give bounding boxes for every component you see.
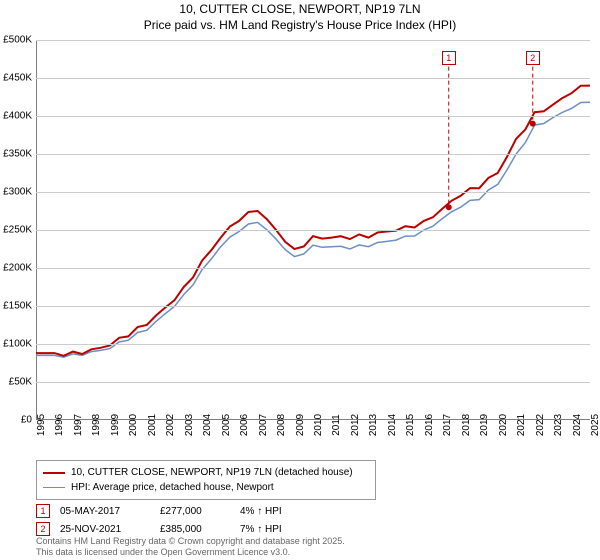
legend-box: 10, CUTTER CLOSE, NEWPORT, NP19 7LN (det…	[36, 460, 376, 500]
tx-price-2: £385,000	[160, 524, 230, 535]
x-tick-label: 2011	[331, 414, 342, 436]
y-tick-label: £350K	[0, 149, 32, 160]
chart-plot-area: £0£50K£100K£150K£200K£250K£300K£350K£400…	[36, 40, 590, 420]
tx-date-1: 05-MAY-2017	[60, 506, 150, 517]
x-tick-label: 2002	[165, 414, 176, 436]
x-tick-label: 2008	[276, 414, 287, 436]
legend-item-1: 10, CUTTER CLOSE, NEWPORT, NP19 7LN (det…	[43, 465, 369, 480]
marker-dot	[530, 121, 536, 127]
gridline	[36, 154, 590, 155]
marker-badge-2: 2	[36, 522, 50, 536]
x-tick-label: 2019	[479, 414, 490, 436]
gridline	[36, 116, 590, 117]
y-tick-label: £400K	[0, 111, 32, 122]
x-tick-label: 2025	[590, 414, 600, 436]
marker-label-2: 2	[526, 51, 540, 65]
x-tick-label: 2018	[461, 414, 472, 436]
x-tick-label: 2012	[350, 414, 361, 436]
transactions-table: 1 05-MAY-2017 £277,000 4% ↑ HPI 2 25-NOV…	[36, 502, 330, 538]
x-tick-label: 1996	[54, 414, 65, 436]
gridline	[36, 230, 590, 231]
y-tick-label: £150K	[0, 301, 32, 312]
footer-attribution: Contains HM Land Registry data © Crown c…	[36, 536, 345, 558]
x-tick-label: 2000	[128, 414, 139, 436]
legend-item-2: HPI: Average price, detached house, Newp…	[43, 480, 369, 495]
y-tick-label: £50K	[0, 377, 32, 388]
tx-pct-1: 4% ↑ HPI	[240, 506, 330, 517]
marker-dot	[446, 204, 452, 210]
x-tick-label: 1997	[73, 414, 84, 436]
x-tick-label: 2016	[424, 414, 435, 436]
y-tick-label: £500K	[0, 35, 32, 46]
title-line-2: Price paid vs. HM Land Registry's House …	[0, 18, 600, 34]
y-tick-label: £450K	[0, 73, 32, 84]
tx-date-2: 25-NOV-2021	[60, 524, 150, 535]
gridline	[36, 78, 590, 79]
x-tick-label: 1998	[91, 414, 102, 436]
x-tick-label: 2021	[516, 414, 527, 436]
x-tick-label: 2024	[572, 414, 583, 436]
footer-line-2: This data is licensed under the Open Gov…	[36, 547, 345, 558]
legend-label-2: HPI: Average price, detached house, Newp…	[71, 480, 274, 495]
marker-label-1: 1	[442, 51, 456, 65]
series-line-price_paid	[36, 86, 590, 356]
x-tick-label: 2004	[202, 414, 213, 436]
footer-line-1: Contains HM Land Registry data © Crown c…	[36, 536, 345, 547]
y-tick-label: £250K	[0, 225, 32, 236]
y-tick-label: £300K	[0, 187, 32, 198]
tx-price-1: £277,000	[160, 506, 230, 517]
gridline	[36, 382, 590, 383]
y-tick-label: £100K	[0, 339, 32, 350]
x-tick-label: 2009	[295, 414, 306, 436]
x-tick-label: 2023	[553, 414, 564, 436]
gridline	[36, 268, 590, 269]
x-tick-label: 2005	[221, 414, 232, 436]
table-row: 1 05-MAY-2017 £277,000 4% ↑ HPI	[36, 502, 330, 520]
x-tick-label: 2006	[239, 414, 250, 436]
table-row: 2 25-NOV-2021 £385,000 7% ↑ HPI	[36, 520, 330, 538]
legend-swatch-1	[43, 472, 65, 474]
y-tick-label: £200K	[0, 263, 32, 274]
x-tick-label: 2003	[184, 414, 195, 436]
x-tick-label: 2007	[258, 414, 269, 436]
legend-label-1: 10, CUTTER CLOSE, NEWPORT, NP19 7LN (det…	[71, 465, 353, 480]
x-tick-label: 1999	[110, 414, 121, 436]
gridline	[36, 344, 590, 345]
tx-pct-2: 7% ↑ HPI	[240, 524, 330, 535]
gridline	[36, 306, 590, 307]
x-tick-label: 2017	[442, 414, 453, 436]
x-tick-label: 2015	[405, 414, 416, 436]
x-tick-label: 2020	[498, 414, 509, 436]
gridline	[36, 40, 590, 41]
x-tick-label: 1995	[36, 414, 47, 436]
title-line-1: 10, CUTTER CLOSE, NEWPORT, NP19 7LN	[0, 2, 600, 18]
x-tick-label: 2010	[313, 414, 324, 436]
chart-title-block: 10, CUTTER CLOSE, NEWPORT, NP19 7LN Pric…	[0, 0, 600, 33]
gridline	[36, 192, 590, 193]
x-tick-label: 2013	[368, 414, 379, 436]
x-tick-label: 2014	[387, 414, 398, 436]
marker-badge-1: 1	[36, 504, 50, 518]
y-tick-label: £0	[0, 415, 32, 426]
legend-swatch-2	[43, 487, 65, 489]
x-tick-label: 2022	[535, 414, 546, 436]
x-tick-label: 2001	[147, 414, 158, 436]
